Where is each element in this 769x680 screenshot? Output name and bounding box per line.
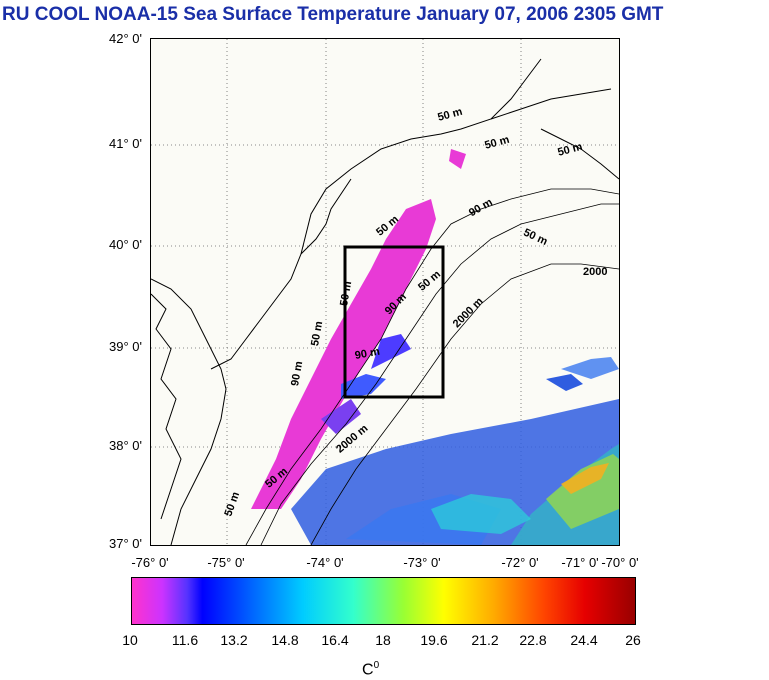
colorbar-tick: 14.8 bbox=[271, 632, 299, 648]
lat-label-42: 42° 0' bbox=[109, 31, 142, 46]
isobath-label: 2000 bbox=[583, 266, 608, 278]
colorbar-tick: 16.4 bbox=[321, 632, 349, 648]
lon-label-71: -71° 0' bbox=[561, 555, 599, 570]
sst-map-canvas bbox=[150, 39, 620, 546]
lon-label-70: -70° 0' bbox=[601, 555, 639, 570]
lon-label-75: -75° 0' bbox=[207, 555, 245, 570]
lat-label-41: 41° 0' bbox=[109, 136, 142, 151]
lon-label-72: -72° 0' bbox=[501, 555, 539, 570]
lon-label-76: -76° 0' bbox=[131, 555, 169, 570]
gridlines bbox=[151, 39, 619, 545]
coastline bbox=[150, 58, 620, 546]
colorbar-tick: 19.6 bbox=[420, 632, 448, 648]
colorbar-tick: 13.2 bbox=[220, 632, 248, 648]
lat-label-39: 39° 0' bbox=[109, 339, 142, 354]
lat-label-40: 40° 0' bbox=[109, 237, 142, 252]
lon-label-73: -73° 0' bbox=[403, 555, 441, 570]
unit-superscript: 0 bbox=[373, 660, 380, 671]
temperature-colorbar bbox=[131, 577, 636, 625]
lat-label-38: 38° 0' bbox=[109, 438, 142, 453]
sst-warm-water bbox=[291, 357, 619, 545]
colorbar-tick: 26 bbox=[625, 632, 641, 648]
colorbar-tick: 21.2 bbox=[471, 632, 499, 648]
study-area-box bbox=[343, 245, 445, 399]
isobaths bbox=[245, 188, 620, 546]
unit-letter: C bbox=[362, 661, 374, 679]
lat-label-37: 37° 0' bbox=[109, 536, 142, 551]
colorbar-unit: C0 bbox=[362, 660, 379, 679]
colorbar-tick: 11.6 bbox=[171, 632, 199, 648]
colorbar-tick: 22.8 bbox=[519, 632, 547, 648]
sst-map bbox=[150, 38, 620, 546]
colorbar-tick: 10 bbox=[122, 632, 138, 648]
map-title: RU COOL NOAA-15 Sea Surface Temperature … bbox=[2, 4, 664, 25]
lon-label-74: -74° 0' bbox=[306, 555, 344, 570]
colorbar-tick: 24.4 bbox=[570, 632, 598, 648]
colorbar-tick: 18 bbox=[375, 632, 391, 648]
